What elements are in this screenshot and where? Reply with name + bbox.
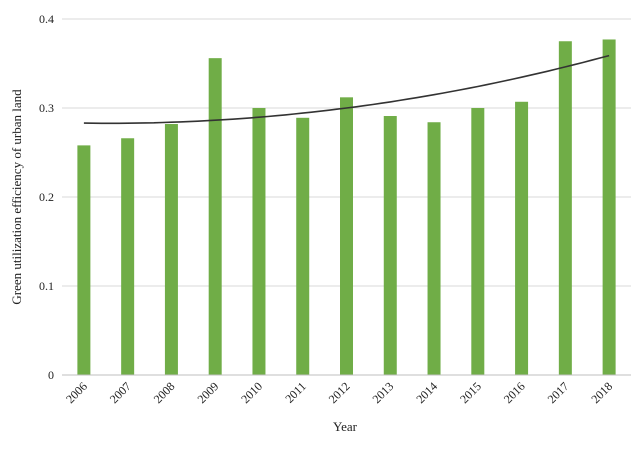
bars — [77, 39, 616, 376]
y-tick-label: 0 — [48, 368, 54, 382]
trendline — [83, 54, 610, 125]
bar-2007 — [121, 138, 135, 375]
bar-2009 — [208, 58, 222, 375]
bar-2011 — [296, 117, 310, 375]
bar-2008 — [164, 124, 178, 376]
bar-2013 — [383, 116, 397, 375]
x-tick-label: 2012 — [326, 379, 353, 406]
bar-2015 — [471, 108, 485, 375]
x-tick-label: 2008 — [151, 379, 178, 406]
bar-2018 — [602, 39, 616, 375]
x-tick-labels: 2006 2007 2008 2009 2010 2011 2012 2013 2014 2015… — [63, 379, 615, 406]
x-axis-label: Year — [333, 419, 358, 434]
x-tick-label: 2010 — [238, 379, 265, 406]
bar-2016 — [515, 101, 529, 376]
x-tick-label: 2013 — [370, 379, 397, 406]
bar-2014 — [427, 122, 441, 376]
bar-2017 — [558, 41, 572, 375]
y-tick-label: 0.3 — [39, 101, 54, 115]
y-tick-label: 0.2 — [39, 190, 54, 204]
y-tick-labels: 0 0.1 0.2 0.3 0.4 — [39, 12, 54, 382]
x-tick-label: 2009 — [194, 379, 221, 406]
y-tick-label: 0.4 — [39, 12, 54, 26]
x-tick-label: 2006 — [63, 379, 90, 406]
x-tick-label: 2015 — [457, 379, 484, 406]
x-tick-label: 2007 — [107, 379, 134, 406]
x-tick-label: 2017 — [545, 379, 572, 406]
y-axis-label: Green utilization efficiency of urban la… — [9, 89, 24, 305]
bar-2010 — [252, 108, 266, 375]
x-tick-label: 2011 — [282, 379, 309, 406]
x-tick-label: 2014 — [413, 379, 440, 406]
y-tick-label: 0.1 — [39, 279, 54, 293]
x-tick-label: 2016 — [501, 379, 528, 406]
trendline-path — [83, 54, 610, 125]
bar-2006 — [77, 145, 91, 375]
x-tick-label: 2018 — [588, 379, 615, 406]
bar-2012 — [340, 97, 353, 375]
